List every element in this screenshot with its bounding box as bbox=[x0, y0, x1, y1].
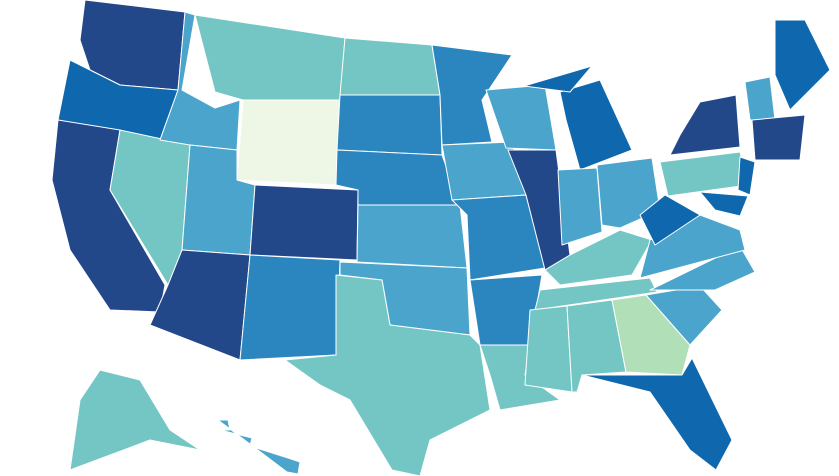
region bbox=[236, 99, 341, 186]
region bbox=[336, 94, 443, 156]
region bbox=[451, 194, 546, 281]
region bbox=[249, 184, 359, 261]
region bbox=[284, 274, 491, 476]
region bbox=[194, 14, 346, 101]
region bbox=[639, 194, 701, 246]
region bbox=[485, 84, 557, 151]
region bbox=[534, 277, 658, 311]
region bbox=[356, 204, 468, 269]
region bbox=[699, 191, 749, 217]
region bbox=[737, 156, 756, 196]
region bbox=[149, 249, 251, 361]
region bbox=[69, 369, 201, 471]
region bbox=[611, 294, 691, 376]
region bbox=[581, 357, 733, 471]
region bbox=[774, 19, 831, 111]
region bbox=[744, 76, 776, 121]
region bbox=[217, 419, 301, 475]
region bbox=[431, 44, 513, 146]
region bbox=[523, 65, 593, 93]
region bbox=[239, 254, 341, 361]
region bbox=[559, 79, 633, 171]
region bbox=[159, 11, 241, 151]
region bbox=[659, 151, 749, 197]
region bbox=[524, 305, 573, 393]
region bbox=[669, 94, 741, 156]
region bbox=[339, 37, 441, 96]
region bbox=[557, 167, 603, 246]
region bbox=[596, 157, 661, 229]
region bbox=[649, 245, 756, 291]
region bbox=[751, 114, 806, 161]
